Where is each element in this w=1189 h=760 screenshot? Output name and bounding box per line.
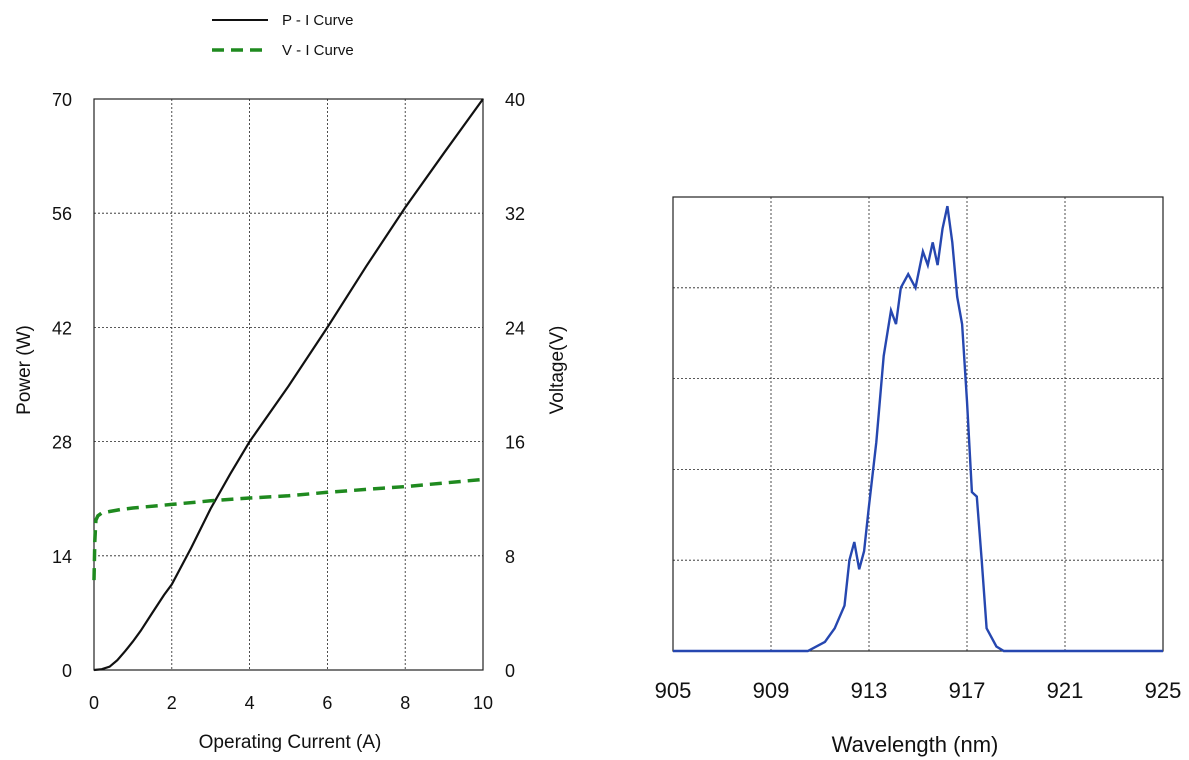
pi-vi-y2-tick-label: 32 — [505, 204, 525, 224]
spectrum-line — [673, 205, 1163, 653]
pi-vi-legend: P - I Curve V - I Curve — [212, 12, 354, 59]
pi-vi-y2-ticks: 0 8 16 24 32 40 — [505, 90, 525, 681]
spectrum-x-tick-label: 917 — [949, 678, 986, 703]
spectrum-chart: 905 909 913 917 921 925 Wavelength (nm) — [655, 196, 1182, 757]
legend-label-pi: P - I Curve — [282, 12, 353, 29]
legend-label-vi: V - I Curve — [282, 42, 354, 59]
spectrum-x-ticks: 905 909 913 917 921 925 — [655, 678, 1182, 703]
pi-vi-x-axis-title: Operating Current (A) — [199, 732, 382, 753]
pi-vi-x-tick-label: 10 — [473, 693, 493, 713]
pi-vi-y2-tick-label: 8 — [505, 547, 515, 567]
pi-vi-y-tick-label: 42 — [52, 318, 72, 338]
spectrum-grid — [673, 197, 1163, 651]
pi-vi-x-ticks: 0 2 4 6 8 10 — [89, 693, 493, 713]
vi-curve-line — [92, 477, 484, 581]
spectrum-x-tick-label: 909 — [753, 678, 790, 703]
spectrum-x-tick-label: 925 — [1145, 678, 1182, 703]
pi-vi-y2-tick-label: 24 — [505, 318, 525, 338]
spectrum-x-axis-title: Wavelength (nm) — [832, 732, 999, 757]
pi-vi-x-tick-label: 6 — [322, 693, 332, 713]
pi-vi-y-tick-label: 70 — [52, 90, 72, 110]
pi-vi-x-tick-label: 2 — [167, 693, 177, 713]
spectrum-x-tick-label: 913 — [851, 678, 888, 703]
pi-vi-x-tick-label: 0 — [89, 693, 99, 713]
spectrum-plot-frame — [672, 196, 1164, 652]
pi-vi-y-axis-title: Power (W) — [14, 325, 35, 415]
pi-vi-y-tick-label: 28 — [52, 433, 72, 453]
pi-vi-y-tick-label: 0 — [62, 661, 72, 681]
pi-vi-y2-axis-title: Voltage(V) — [547, 326, 568, 415]
pi-vi-y-tick-label: 56 — [52, 204, 72, 224]
pi-vi-y2-tick-label: 16 — [505, 433, 525, 453]
pi-vi-y2-tick-label: 0 — [505, 661, 515, 681]
pi-vi-chart: P - I Curve V - I Curve 0 2 4 6 8 10 01428425… — [14, 12, 568, 753]
pi-vi-x-tick-label: 4 — [245, 693, 255, 713]
pi-vi-grid — [94, 99, 483, 670]
pi-vi-x-tick-label: 8 — [400, 693, 410, 713]
pi-vi-y-ticks: 0 14 28 42 56 70 — [52, 90, 72, 681]
spectrum-x-tick-label: 905 — [655, 678, 692, 703]
pi-vi-y-tick-label: 14 — [52, 547, 72, 567]
pi-curve-line — [93, 98, 484, 672]
pi-vi-y2-tick-label: 40 — [505, 90, 525, 110]
spectrum-x-tick-label: 921 — [1047, 678, 1084, 703]
pi-vi-plot-frame — [93, 98, 484, 671]
